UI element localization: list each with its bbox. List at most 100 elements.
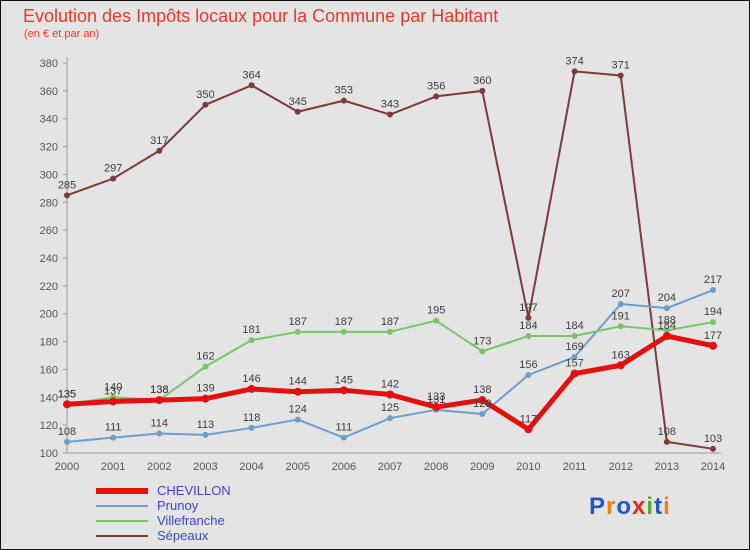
logo-letter: r <box>606 493 617 520</box>
svg-text:207: 207 <box>612 288 630 300</box>
svg-text:117: 117 <box>520 413 538 425</box>
svg-text:187: 187 <box>289 316 307 328</box>
svg-text:200: 200 <box>40 309 58 321</box>
svg-text:194: 194 <box>704 306 722 318</box>
svg-text:204: 204 <box>658 292 676 304</box>
svg-text:146: 146 <box>242 373 260 385</box>
svg-text:2012: 2012 <box>608 461 632 473</box>
logo-letter: i <box>663 493 671 520</box>
logo-letter: t <box>654 493 664 520</box>
x-tick-labels: 2000 2001 2002 2003 2004 2005 2006 2007 2008 2009… <box>55 461 725 473</box>
svg-text:187: 187 <box>381 316 399 328</box>
svg-text:2000: 2000 <box>55 461 79 473</box>
svg-text:184: 184 <box>658 320 676 332</box>
svg-text:2010: 2010 <box>516 461 540 473</box>
svg-text:120: 120 <box>40 420 58 432</box>
svg-text:108: 108 <box>58 426 76 438</box>
svg-text:191: 191 <box>612 310 630 322</box>
logo-letter: x <box>632 493 647 520</box>
svg-text:156: 156 <box>519 359 537 371</box>
legend-item-chevillon: CHEVILLON <box>96 483 231 498</box>
svg-text:142: 142 <box>381 379 399 391</box>
svg-text:2005: 2005 <box>285 461 309 473</box>
svg-text:317: 317 <box>150 135 168 147</box>
svg-text:138: 138 <box>150 384 168 396</box>
svg-text:2002: 2002 <box>147 461 171 473</box>
legend-swatch-chevillon <box>96 487 148 494</box>
svg-text:353: 353 <box>335 85 353 97</box>
svg-text:125: 125 <box>381 402 399 414</box>
legend-item-prunoy: Prunoy <box>96 498 231 513</box>
svg-text:160: 160 <box>40 364 58 376</box>
chart-subtitle: (en € et par an) <box>24 28 100 40</box>
svg-text:128: 128 <box>473 398 491 410</box>
legend-label-villefranche: Villefranche <box>157 512 225 528</box>
svg-text:2001: 2001 <box>101 461 125 473</box>
data-labels: 285 297 317 350 364 345 353 343 356 360 197 374 371 1… <box>58 55 722 444</box>
svg-text:135: 135 <box>58 388 76 400</box>
proxiti-logo: Proxiti <box>589 493 671 521</box>
legend-item-villefranche: Villefranche <box>96 513 231 528</box>
svg-text:162: 162 <box>196 351 214 363</box>
svg-text:118: 118 <box>243 412 261 424</box>
svg-text:2013: 2013 <box>655 461 679 473</box>
svg-text:345: 345 <box>289 96 307 108</box>
svg-text:320: 320 <box>40 142 58 154</box>
y-tick-labels: 100 120 140 160 180 200 220 240 260 280 300 320 340 3… <box>40 58 67 460</box>
svg-text:113: 113 <box>197 419 215 431</box>
legend-label-chevillon: CHEVILLON <box>157 482 231 498</box>
logo-letter: i <box>646 493 655 520</box>
svg-text:139: 139 <box>196 383 214 395</box>
legend: CHEVILLON Prunoy Villefranche Sépeaux <box>96 483 231 543</box>
svg-text:374: 374 <box>565 55 583 67</box>
svg-text:220: 220 <box>40 281 58 293</box>
svg-text:195: 195 <box>427 305 445 317</box>
svg-text:297: 297 <box>104 163 122 175</box>
svg-text:145: 145 <box>335 374 353 386</box>
svg-text:197: 197 <box>519 302 537 314</box>
svg-text:2003: 2003 <box>193 461 217 473</box>
legend-label-prunoy: Prunoy <box>157 497 199 513</box>
svg-text:181: 181 <box>242 324 260 336</box>
svg-text:380: 380 <box>40 58 58 70</box>
svg-text:240: 240 <box>40 253 58 265</box>
svg-text:300: 300 <box>40 169 58 181</box>
svg-text:280: 280 <box>40 197 58 209</box>
svg-text:140: 140 <box>104 381 122 393</box>
series-Sépeaux <box>64 68 716 452</box>
series-Prunoy <box>64 287 716 445</box>
svg-text:350: 350 <box>196 89 214 101</box>
svg-text:177: 177 <box>704 330 722 342</box>
svg-text:103: 103 <box>704 433 722 445</box>
svg-text:188: 188 <box>658 314 676 326</box>
svg-text:2011: 2011 <box>563 461 587 473</box>
logo-letter: o <box>616 493 633 520</box>
svg-text:2004: 2004 <box>239 461 263 473</box>
svg-text:173: 173 <box>473 335 491 347</box>
legend-swatch-villefranche <box>96 519 148 522</box>
svg-text:163: 163 <box>612 349 630 361</box>
svg-text:360: 360 <box>40 86 58 98</box>
svg-text:114: 114 <box>151 418 169 430</box>
svg-text:2009: 2009 <box>470 461 494 473</box>
svg-text:111: 111 <box>335 422 352 434</box>
svg-text:108: 108 <box>658 426 676 438</box>
legend-item-sepeaux: Sépeaux <box>96 528 231 543</box>
svg-text:169: 169 <box>565 341 583 353</box>
svg-text:343: 343 <box>381 99 399 111</box>
series-CHEVILLON <box>63 332 717 434</box>
svg-text:144: 144 <box>289 376 307 388</box>
svg-text:100: 100 <box>40 448 58 460</box>
svg-text:140: 140 <box>40 392 58 404</box>
svg-text:217: 217 <box>704 274 722 286</box>
svg-text:138: 138 <box>150 384 168 396</box>
svg-text:187: 187 <box>335 316 353 328</box>
svg-text:111: 111 <box>105 422 122 434</box>
svg-text:2006: 2006 <box>332 461 356 473</box>
svg-text:2007: 2007 <box>378 461 402 473</box>
svg-text:138: 138 <box>473 384 491 396</box>
legend-swatch-sepeaux <box>96 534 148 537</box>
svg-text:135: 135 <box>58 388 76 400</box>
